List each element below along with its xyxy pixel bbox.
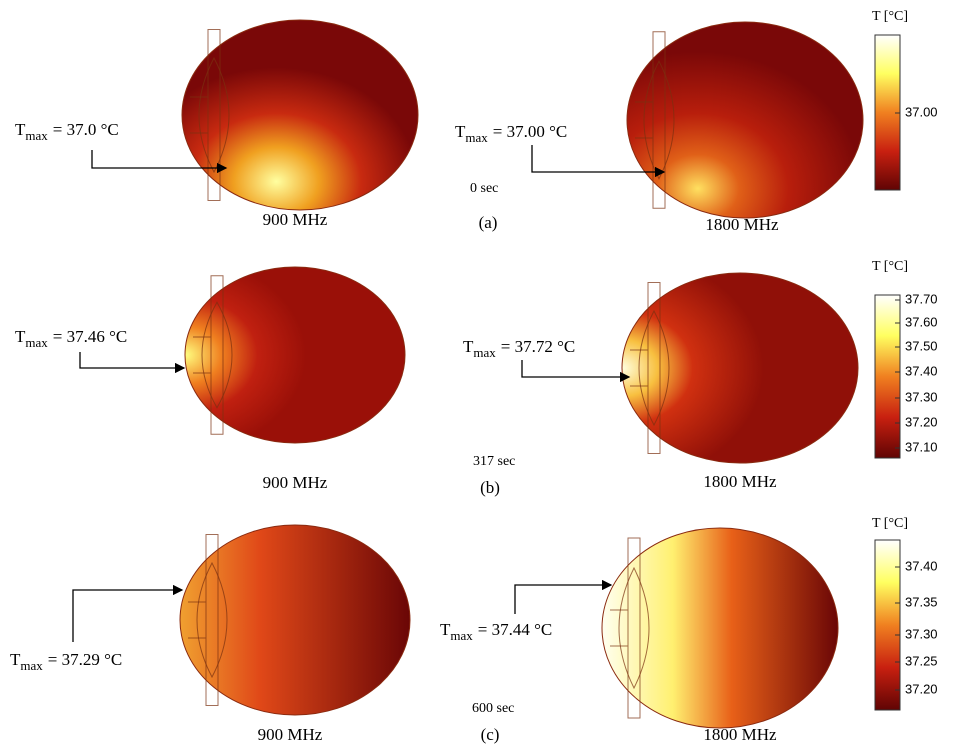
colorbar-tick-label: 37.35 bbox=[905, 594, 938, 609]
tmax-symbol: T bbox=[15, 120, 26, 139]
arrow bbox=[514, 579, 613, 614]
colorbar-tick-label: 37.25 bbox=[905, 653, 938, 668]
tmax-subscript: max bbox=[473, 345, 496, 360]
eye bbox=[621, 272, 859, 464]
tmax-label: Tmax = 37.29 °C bbox=[10, 650, 122, 673]
eye bbox=[179, 524, 411, 716]
ciliary bbox=[190, 29, 221, 201]
ciliary bbox=[188, 534, 219, 706]
lens bbox=[638, 309, 670, 427]
subfigure-label: (b) bbox=[480, 478, 500, 497]
time-label: 600 sec bbox=[472, 701, 514, 716]
tmax-label: Tmax = 37.72 °C bbox=[463, 337, 575, 360]
ciliary bbox=[635, 31, 666, 209]
lens bbox=[618, 566, 650, 690]
colorbar-tick-label: 37.60 bbox=[905, 314, 938, 329]
tmax-label: Tmax = 37.44 °C bbox=[440, 620, 552, 643]
frequency-label: 1800 MHz bbox=[703, 472, 777, 491]
tmax-subscript: max bbox=[25, 128, 48, 143]
arrow bbox=[91, 150, 228, 174]
colorbar-tick-label: 37.20 bbox=[905, 681, 938, 696]
eye bbox=[601, 527, 839, 729]
subfigure-label: (c) bbox=[481, 725, 500, 744]
frequency-label: 1800 MHz bbox=[703, 725, 777, 744]
tmax-subscript: max bbox=[450, 628, 473, 643]
frequency-label: 900 MHz bbox=[263, 210, 328, 229]
tmax-value: = 37.46 °C bbox=[53, 327, 127, 346]
eye bbox=[181, 19, 419, 211]
colorbar-tick-label: 37.50 bbox=[905, 338, 938, 353]
frequency-label: 900 MHz bbox=[258, 725, 323, 744]
lens bbox=[198, 56, 230, 174]
colorbar-title: T [°C] bbox=[872, 259, 908, 274]
frequency-label: 1800 MHz bbox=[705, 215, 779, 234]
tmax-symbol: T bbox=[440, 620, 451, 639]
colorbar-tick-label: 37.30 bbox=[905, 389, 938, 404]
tmax-symbol: T bbox=[10, 650, 21, 669]
colorbar-tick-label: 37.30 bbox=[905, 626, 938, 641]
arrow bbox=[79, 352, 186, 374]
frequency-label: 900 MHz bbox=[263, 473, 328, 492]
subfigure-label: (a) bbox=[479, 213, 498, 232]
ciliary bbox=[610, 537, 641, 719]
arrow bbox=[531, 145, 666, 178]
tmax-symbol: T bbox=[15, 327, 26, 346]
colorbar-tick-label: 37.40 bbox=[905, 363, 938, 378]
eye bbox=[184, 266, 406, 444]
colorbar-tick-label: 37.20 bbox=[905, 414, 938, 429]
ciliary bbox=[193, 275, 224, 435]
colorbar-tick-label: 37.00 bbox=[905, 104, 938, 119]
tmax-subscript: max bbox=[20, 658, 43, 673]
tmax-label: Tmax = 37.46 °C bbox=[15, 327, 127, 350]
time-label: 0 sec bbox=[470, 181, 498, 196]
lens bbox=[196, 561, 228, 679]
lens bbox=[643, 60, 675, 180]
tmax-label: Tmax = 37.00 °C bbox=[455, 122, 567, 145]
tmax-symbol: T bbox=[463, 337, 474, 356]
colorbar-title: T [°C] bbox=[872, 516, 908, 531]
colorbar bbox=[874, 294, 901, 459]
colorbar-tick-label: 37.40 bbox=[905, 558, 938, 573]
tmax-value: = 37.0 °C bbox=[53, 120, 119, 139]
arrow bbox=[521, 360, 631, 383]
tmax-value: = 37.00 °C bbox=[493, 122, 567, 141]
colorbar-tick-label: 37.10 bbox=[905, 439, 938, 454]
arrow bbox=[72, 584, 184, 642]
tmax-subscript: max bbox=[465, 130, 488, 145]
tmax-symbol: T bbox=[455, 122, 466, 141]
ciliary bbox=[630, 282, 661, 454]
tmax-value: = 37.29 °C bbox=[48, 650, 122, 669]
tmax-value: = 37.72 °C bbox=[501, 337, 575, 356]
tmax-value: = 37.44 °C bbox=[478, 620, 552, 639]
tmax-label: Tmax = 37.0 °C bbox=[15, 120, 119, 143]
colorbar-title: T [°C] bbox=[872, 9, 908, 24]
colorbar bbox=[874, 539, 901, 711]
lens bbox=[201, 301, 233, 409]
colorbar-tick-label: 37.70 bbox=[905, 291, 938, 306]
tmax-subscript: max bbox=[25, 335, 48, 350]
eye bbox=[626, 21, 864, 219]
time-label: 317 sec bbox=[473, 454, 515, 469]
